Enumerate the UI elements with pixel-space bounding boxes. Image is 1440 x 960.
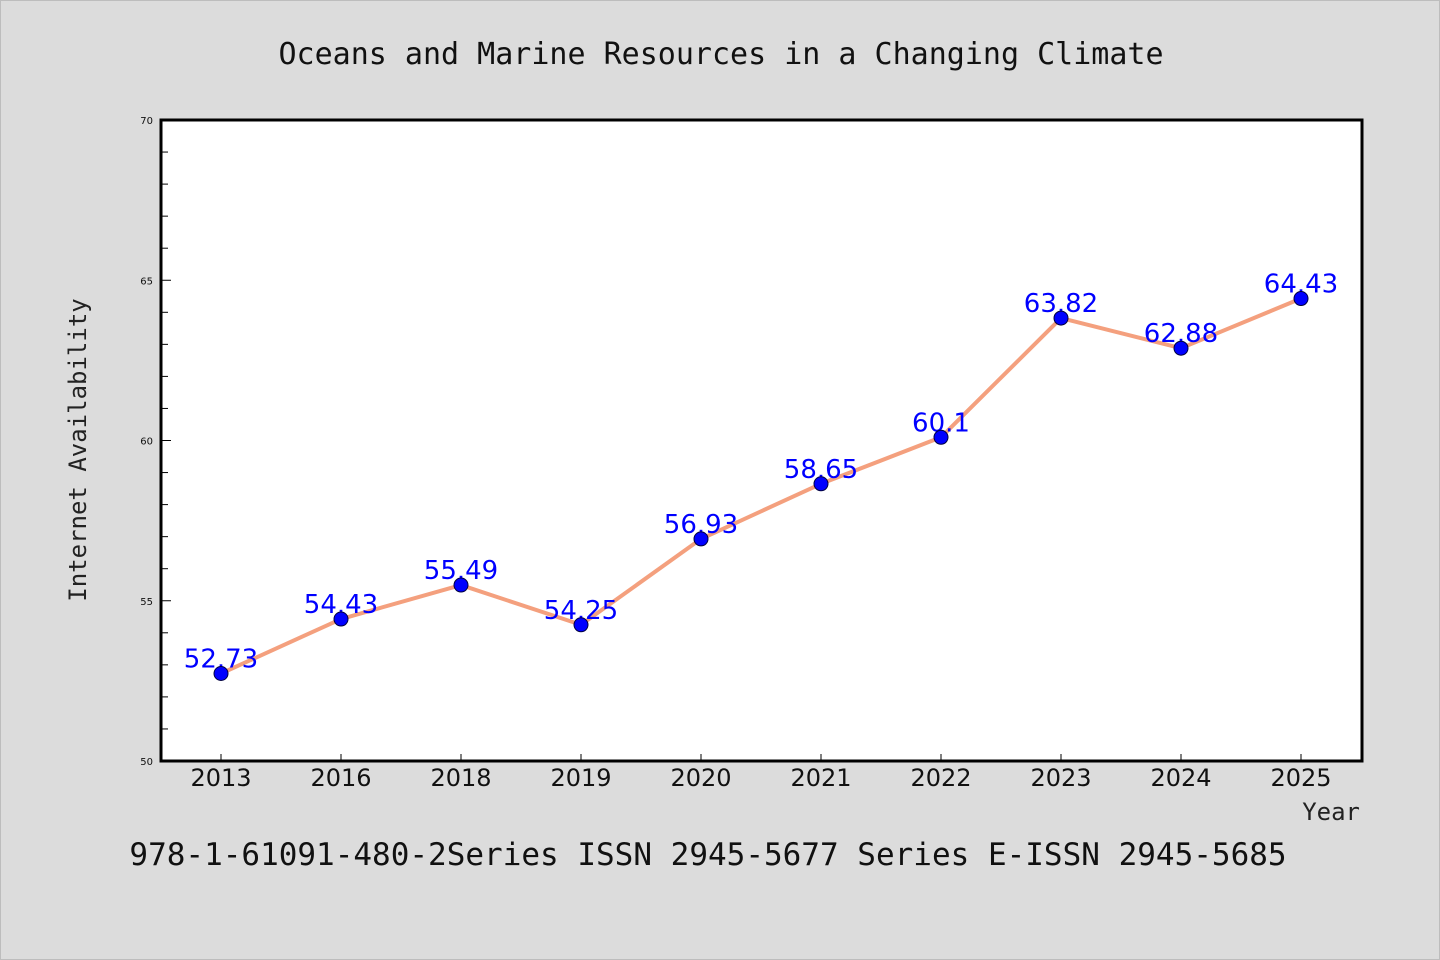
x-tick-label: 2025 [1270,764,1331,792]
x-tick-label: 2023 [1030,764,1091,792]
x-tick-label: 2013 [190,764,251,792]
series-line [220,296,1302,676]
data-point [573,617,589,633]
series-layer [220,296,1302,676]
footer-isbn-text: 978-1-61091-480-2Series ISSN 2945-5677 S… [129,837,1286,873]
data-point [1173,340,1189,356]
data-point [693,531,709,547]
data-point [213,666,229,682]
data-labels: 52.7354.4355.4954.2556.9358.6560.163.826… [184,270,1338,682]
y-tick-label: 70 [140,116,153,127]
y-tick-label: 55 [140,597,153,608]
x-tick-label: 2021 [790,764,851,792]
data-point [1053,310,1069,326]
y-tick-label: 65 [140,276,153,287]
x-tick-label: 2018 [430,764,491,792]
y-tick-label: 50 [140,757,153,768]
y-axis: 50 55 60 65 70 [140,116,171,768]
data-point [333,611,349,627]
chart-title: Oceans and Marine Resources in a Changin… [278,37,1163,72]
y-axis-label: Internet Availability [64,298,92,601]
x-tick-label: 2024 [1150,764,1211,792]
x-axis: 2013 2016 2018 2019 2020 2021 2022 2023 2024 2025 [190,754,1332,792]
x-tick-label: 2020 [670,764,731,792]
x-axis-label: Year [1302,798,1360,826]
data-point [1293,291,1309,307]
data-point [933,429,949,445]
plot-area [159,118,1364,763]
data-point [453,577,469,593]
x-tick-label: 2019 [550,764,611,792]
x-tick-label: 2016 [310,764,371,792]
x-tick-label: 2022 [910,764,971,792]
y-tick-label: 60 [140,437,153,448]
data-point [813,476,829,492]
